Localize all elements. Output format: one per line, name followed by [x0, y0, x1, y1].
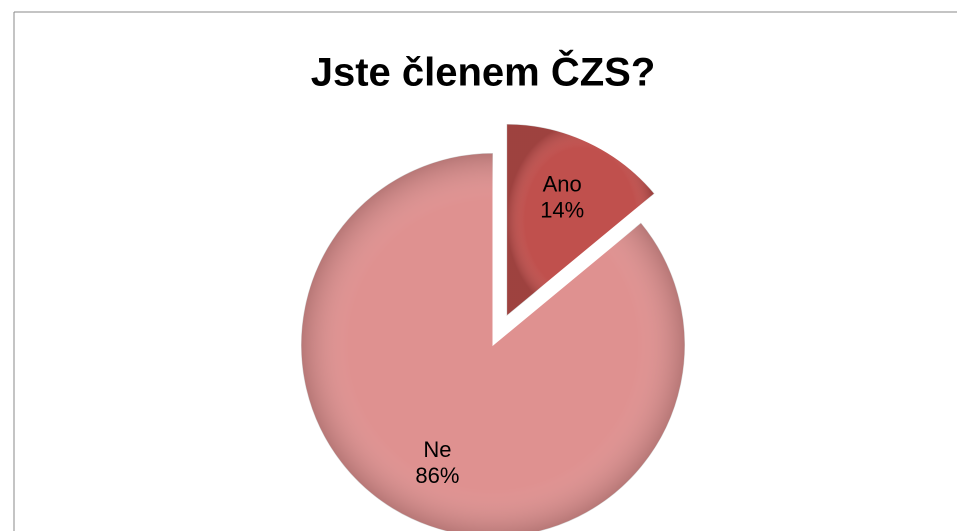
chart-title: Jste členem ČZS? — [311, 49, 656, 95]
slice-category-label: Ne — [423, 437, 451, 462]
slice-value-label: 14% — [540, 198, 584, 223]
slice-value-label: 86% — [415, 463, 459, 488]
slice-category-label: Ano — [543, 172, 582, 197]
